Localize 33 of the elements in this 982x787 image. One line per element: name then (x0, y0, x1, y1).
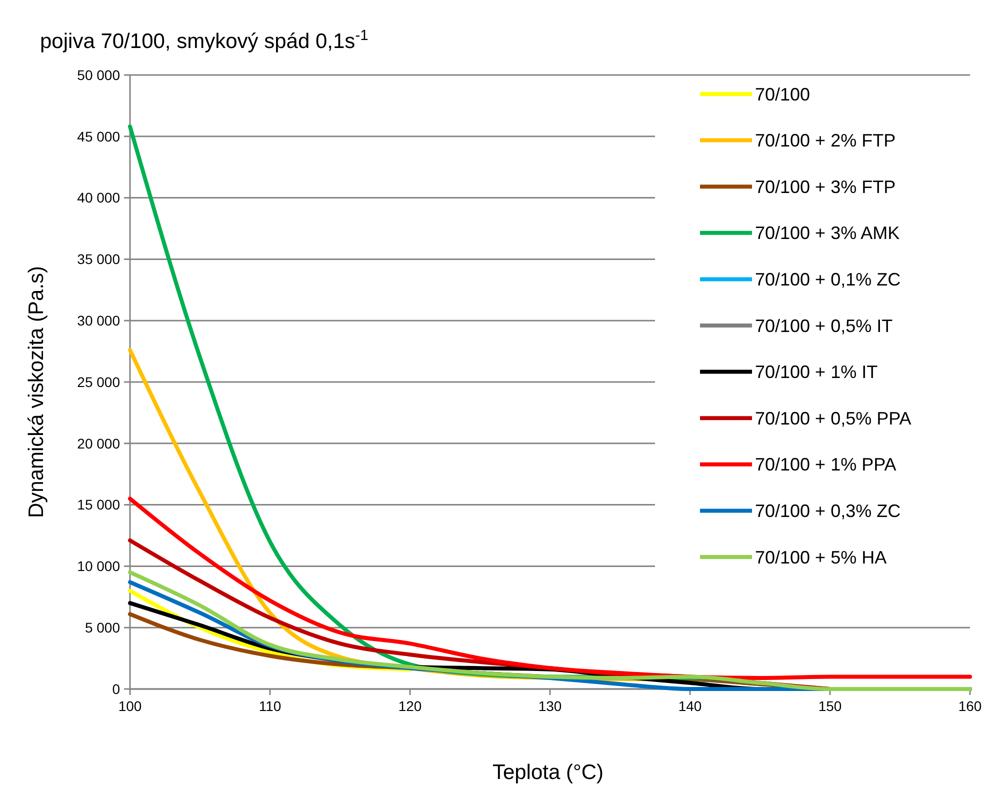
y-tick-label: 0 (112, 680, 120, 697)
x-axis-title: Teplota (°C) (492, 761, 604, 784)
y-axis-title: Dynamická viskozita (Pa.s) (25, 266, 48, 518)
y-tick-label: 20 000 (77, 435, 120, 452)
legend-label: 70/100 + 1% IT (755, 362, 878, 382)
line-series (128, 496, 972, 680)
x-tick-label: 110 (258, 698, 282, 714)
x-tick-label: 130 (538, 698, 562, 714)
y-tick-label: 15 000 (77, 496, 120, 513)
y-tick-label: 10 000 (77, 558, 120, 574)
legend-label: 70/100 + 0,5% PPA (755, 408, 912, 428)
y-tick-label: 40 000 (77, 190, 120, 206)
x-tick-label: 150 (818, 698, 842, 714)
x-tick-label: 100 (118, 698, 142, 714)
legend-label: 70/100 + 0,1% ZC (755, 270, 901, 290)
chart-title: pojiva 70/100, smykový spád 0,1s$^{-1}$ (40, 28, 368, 53)
legend-label: 70/100 + 5% HA (755, 547, 887, 568)
x-tick-label: 140 (678, 698, 702, 714)
y-tick-label: 35 000 (77, 251, 120, 268)
legend-label: 70/100 + 2% FTP (755, 130, 896, 151)
legend-label: 70/100 + 3% AMK (755, 223, 900, 244)
x-tick-label: 120 (398, 698, 422, 714)
legend-label: 70/100 + 1% PPA (755, 454, 896, 475)
legend-label: 70/100 + 0,3% ZC (755, 501, 901, 521)
y-tick-label: 45 000 (77, 128, 120, 144)
legend-label: 70/100 (755, 84, 810, 104)
legend-label: 70/100 + 0,5% IT (755, 316, 893, 336)
x-tick-label: 160 (958, 698, 982, 714)
legend-label: 70/100 + 3% FTP (755, 176, 896, 197)
y-tick-label: 50 000 (77, 66, 120, 83)
y-tick-label: 30 000 (77, 312, 120, 328)
y-tick-label: 5 000 (84, 620, 120, 636)
y-tick-label: 25 000 (77, 374, 120, 390)
